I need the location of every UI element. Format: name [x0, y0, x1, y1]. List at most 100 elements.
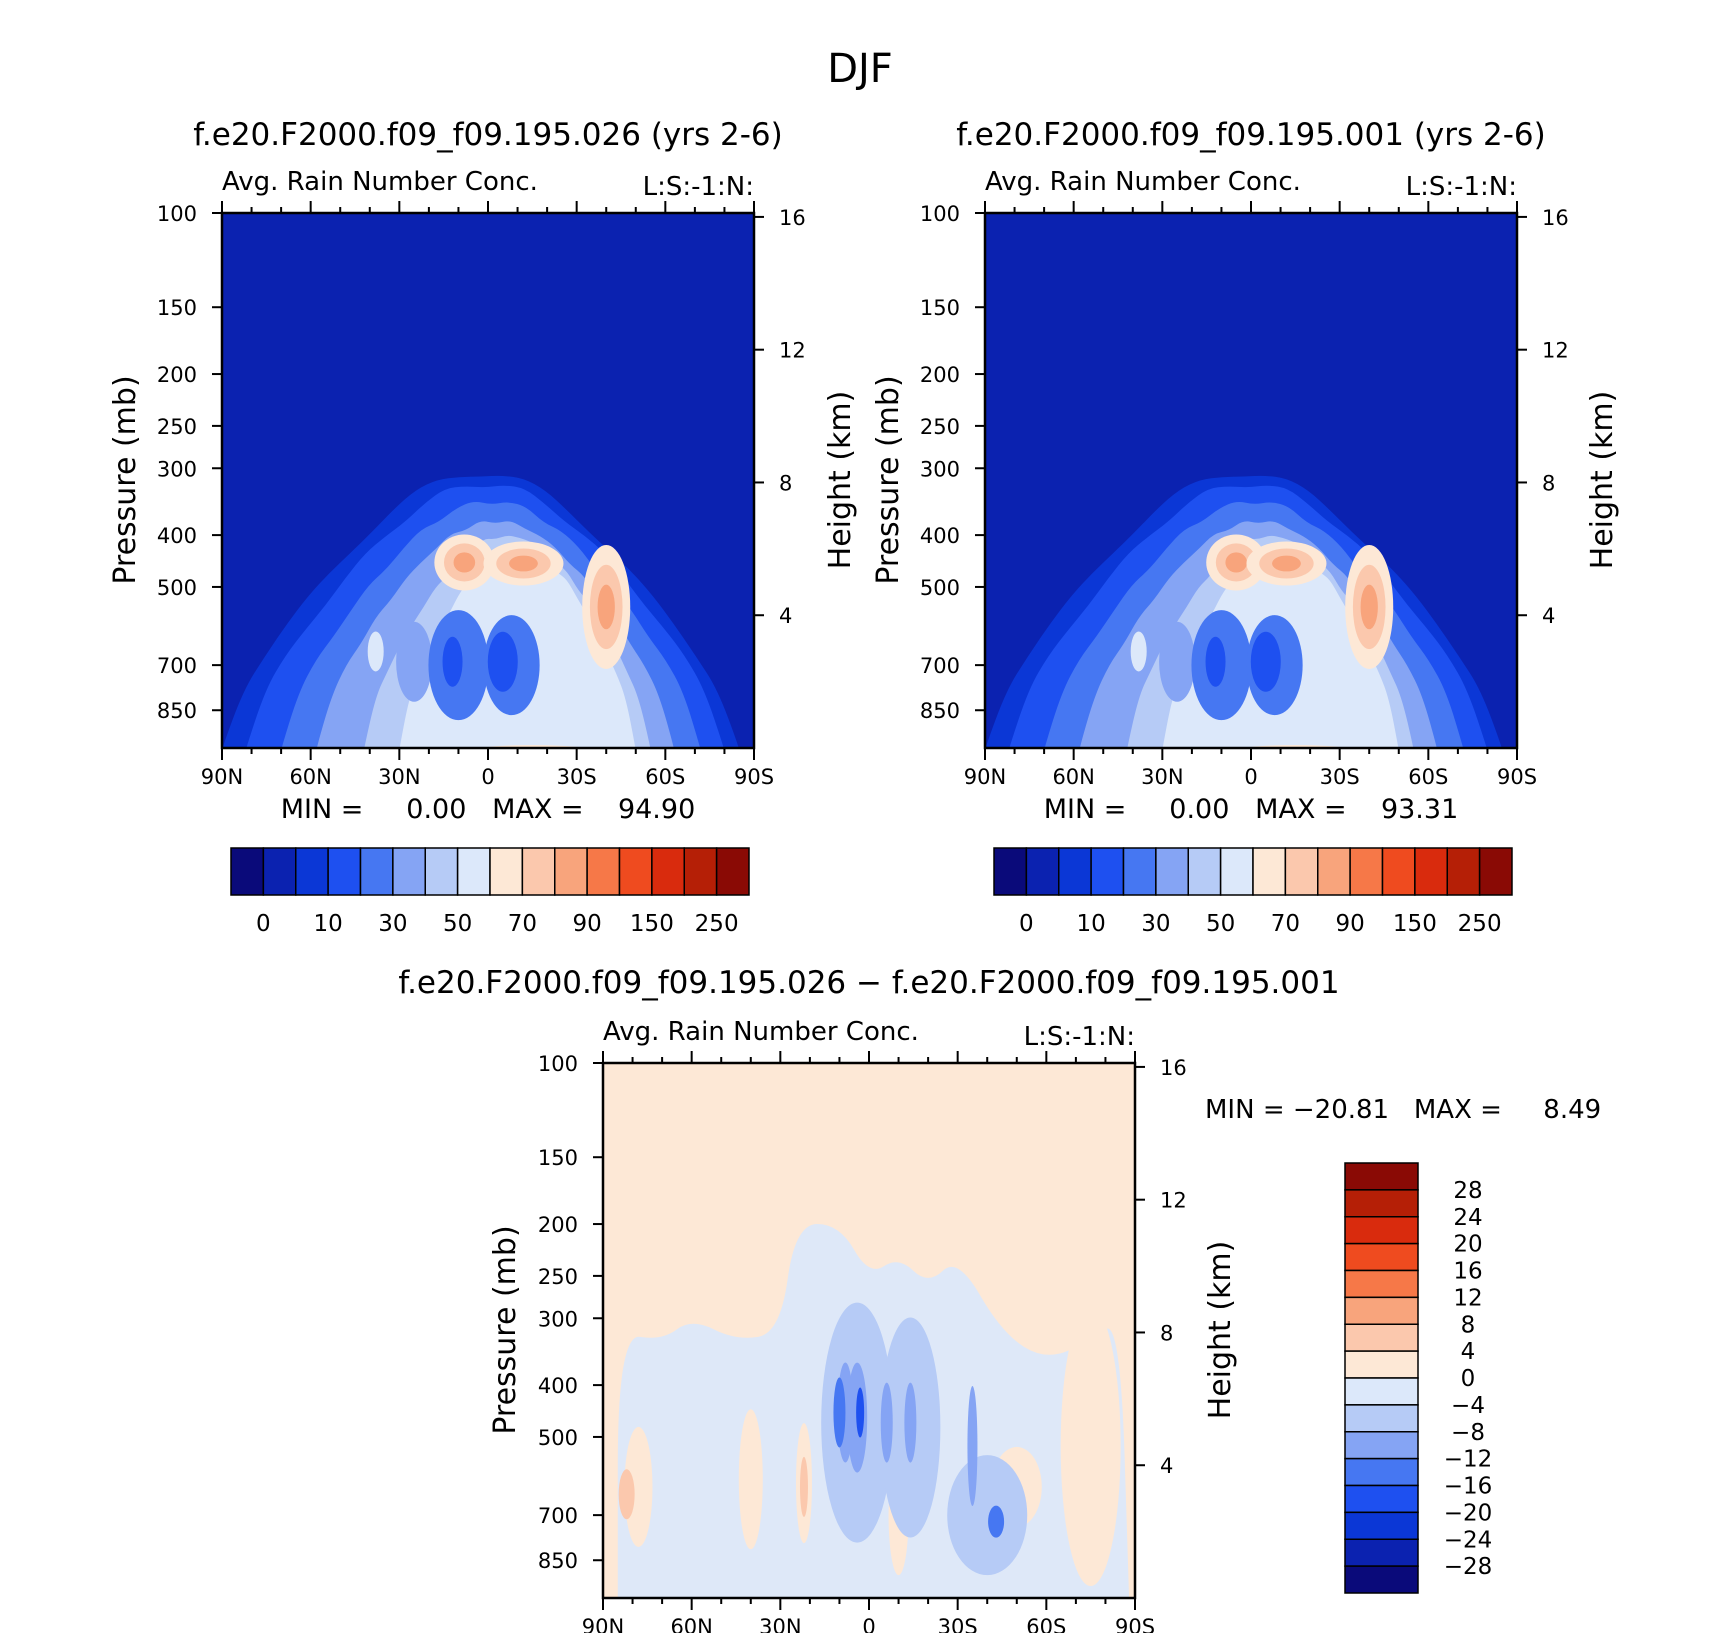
left-colorbar-label: 30 — [378, 911, 407, 937]
left-colorbar-box — [262, 847, 297, 896]
right-ytick-label: 850 — [920, 699, 960, 723]
diff-ytick-right-label: 16 — [1160, 1056, 1187, 1080]
right-colorbar-label: 70 — [1271, 911, 1300, 937]
diff-ytick-label: 100 — [538, 1052, 578, 1076]
right-contours — [985, 475, 1502, 748]
diff-colorbar-label: −28 — [1444, 1554, 1493, 1580]
left-units: L:S:-1:N: — [643, 172, 754, 202]
diff-xtick-label: 30S — [938, 1615, 978, 1633]
right-contour-pocket — [1159, 621, 1196, 702]
right-ytick-right-label: 12 — [1542, 339, 1569, 363]
left-contour-pocket — [367, 631, 384, 672]
diff-contour-blob — [967, 1386, 978, 1507]
right-colorbar-label: 250 — [1458, 911, 1502, 937]
left-xtick-label: 90N — [201, 765, 243, 789]
diff-colorbar-label: 24 — [1453, 1205, 1482, 1231]
panel-diff: f.e20.F2000.f09_f09.195.026 − f.e20.F200… — [398, 965, 1601, 1633]
left-colorbar-box — [327, 847, 362, 896]
right-colorbar-box — [1122, 847, 1157, 896]
right-contour-pocket — [1130, 631, 1147, 672]
diff-contours — [617, 1224, 1130, 1598]
left-colorbar-box — [554, 847, 588, 896]
diff-ytick-right-label: 8 — [1160, 1321, 1173, 1345]
diff-colorbar-label: −16 — [1444, 1474, 1493, 1500]
diff-colorbar-box — [1344, 1377, 1419, 1406]
left-ytick-label: 500 — [157, 576, 197, 600]
diff-colorbar-box — [1344, 1323, 1419, 1352]
right-colorbar-box — [1155, 847, 1189, 896]
diff-colorbar-label: 28 — [1453, 1178, 1482, 1204]
left-colorbar-box — [392, 847, 426, 896]
diff-ylabel-right: Height (km) — [1203, 1241, 1238, 1420]
left-colorbar-box — [715, 847, 750, 896]
diff-colorbar-box — [1344, 1216, 1419, 1245]
left-colorbar-box — [489, 847, 524, 896]
diff-ytick-right-label: 4 — [1160, 1454, 1173, 1478]
diff-colorbar-box — [1344, 1511, 1419, 1540]
left-colorbar-label: 150 — [630, 911, 674, 937]
diff-contour-blob — [1060, 1306, 1121, 1587]
left-ytick-label: 400 — [157, 524, 197, 548]
right-ytick-label: 500 — [920, 576, 960, 600]
left-colorbar-label: 250 — [695, 911, 739, 937]
right-xtick-label: 90S — [1497, 765, 1537, 789]
diff-contour-blob — [904, 1382, 917, 1463]
diff-colorbar-label: −24 — [1444, 1527, 1493, 1553]
diff-colorbar-label: 20 — [1453, 1232, 1482, 1258]
right-colorbar-box — [1414, 847, 1448, 896]
right-colorbar-box — [1025, 847, 1060, 896]
left-colorbar-label: 70 — [508, 911, 537, 937]
left-ylabel: Pressure (mb) — [108, 375, 143, 584]
panel-right: f.e20.F2000.f09_f09.195.001 (yrs 2-6) Av… — [871, 117, 1620, 937]
right-units: L:S:-1:N: — [1406, 172, 1517, 202]
right-colorbar-box — [1058, 847, 1092, 896]
left-colorbar-box — [651, 847, 685, 896]
left-colorbar-label: 50 — [443, 911, 472, 937]
left-colorbar-box — [424, 847, 459, 896]
diff-contour-blob — [833, 1377, 846, 1448]
right-colorbar-label: 0 — [1019, 911, 1034, 937]
diff-colorbar-box — [1344, 1162, 1419, 1191]
right-ytick-right-label: 8 — [1542, 471, 1555, 495]
diff-xtick-label: 30N — [759, 1615, 801, 1633]
left-colorbar-box — [230, 847, 265, 896]
right-stats: MIN = 0.00 MAX = 93.31 — [1044, 794, 1459, 825]
diff-colorbar-label: −20 — [1444, 1500, 1493, 1526]
diff-xtick-label: 60N — [670, 1615, 712, 1633]
left-colorbar-box — [521, 847, 556, 896]
right-ytick-label: 300 — [920, 457, 960, 481]
right-contour-pocket — [1250, 631, 1281, 692]
diff-colorbar-box — [1344, 1431, 1419, 1460]
figure-title: DJF — [827, 46, 893, 92]
right-subtitle: Avg. Rain Number Conc. — [985, 167, 1301, 197]
left-plot-area — [222, 213, 754, 748]
left-contour-pocket — [442, 636, 463, 687]
diff-colorbar-box — [1344, 1269, 1419, 1299]
left-ytick-right-label: 8 — [779, 471, 792, 495]
left-xtick-label: 60S — [645, 765, 685, 789]
right-colorbar: 0 10 30 50 70 90 150 250 — [993, 847, 1513, 937]
right-ytick-label: 700 — [920, 654, 960, 678]
diff-colorbar-box — [1344, 1484, 1419, 1514]
diff-contour-blob — [988, 1505, 1005, 1538]
left-colorbar: 0 10 30 50 70 90 150 250 — [230, 847, 750, 937]
right-colorbar-label: 10 — [1076, 911, 1105, 937]
diff-xtick-label: 90S — [1115, 1615, 1155, 1633]
right-xtick-label: 60S — [1408, 765, 1448, 789]
left-contour-maximum — [509, 555, 538, 572]
right-ytick-right-label: 4 — [1542, 604, 1555, 628]
left-ytick-label: 300 — [157, 457, 197, 481]
diff-subtitle: Avg. Rain Number Conc. — [603, 1017, 919, 1047]
right-contour-maximum — [1225, 552, 1248, 573]
right-ytick-label: 200 — [920, 363, 960, 387]
left-subtitle: Avg. Rain Number Conc. — [222, 167, 538, 197]
left-colorbar-box — [586, 847, 621, 896]
panel-left: f.e20.F2000.f09_f09.195.026 (yrs 2-6) Av… — [108, 117, 858, 937]
diff-colorbar-label: 0 — [1461, 1366, 1476, 1392]
diff-colorbar-box — [1344, 1538, 1419, 1567]
right-xtick-label: 0 — [1244, 765, 1257, 789]
diff-colorbar-box — [1344, 1350, 1419, 1379]
diff-colorbar-box — [1344, 1404, 1419, 1433]
right-contour-maximum — [1272, 555, 1301, 572]
